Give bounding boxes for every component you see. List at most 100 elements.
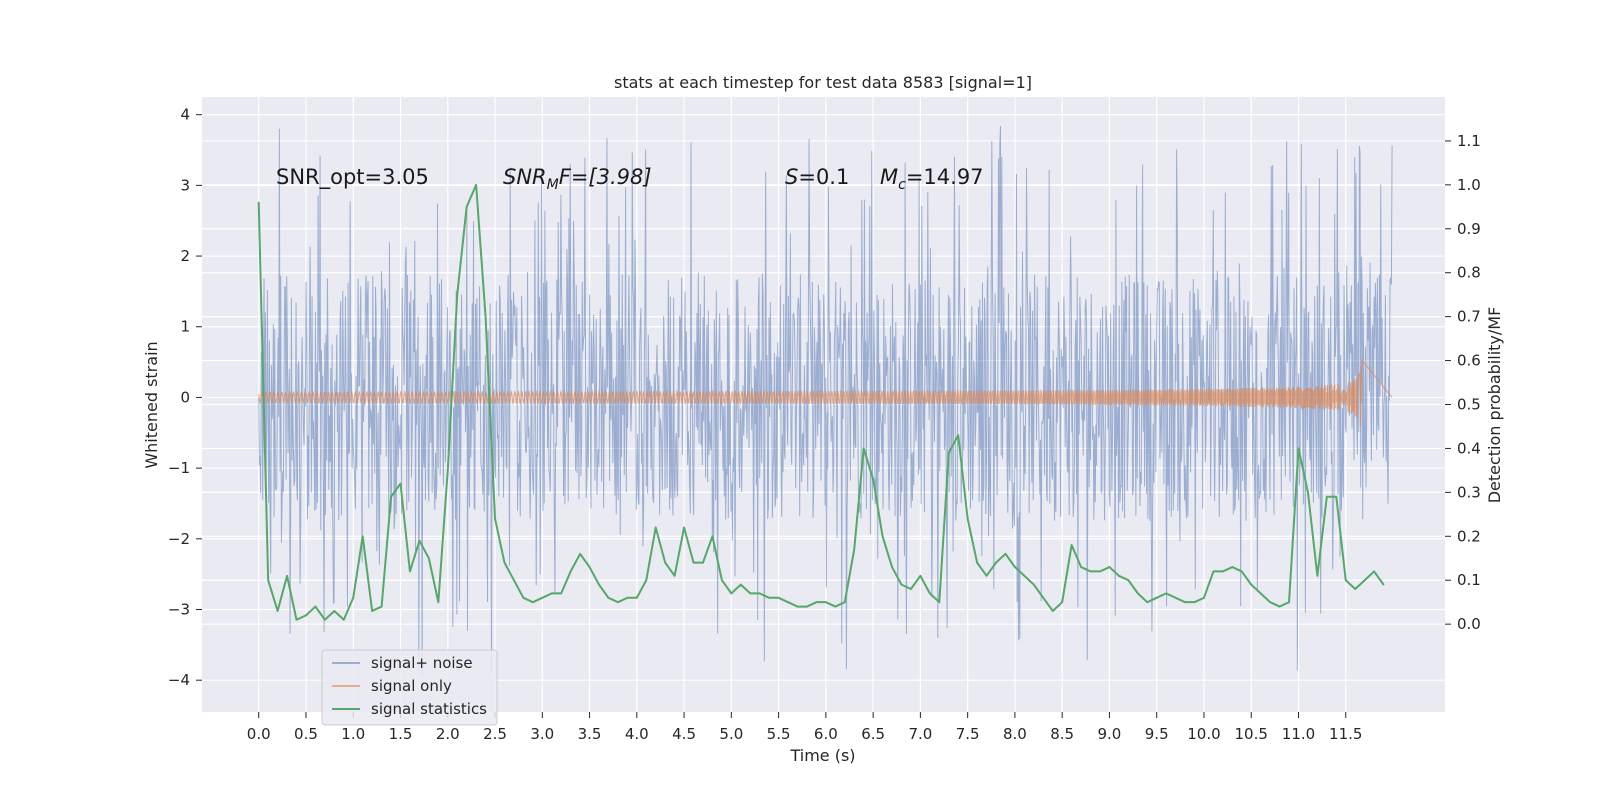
stats-point (1042, 596, 1045, 599)
stats-point (683, 526, 685, 529)
stats-point (475, 184, 477, 186)
stats-point (711, 535, 714, 538)
x-tick-label: 10.0 (1187, 725, 1220, 743)
y-tick-label: 1 (180, 318, 190, 336)
stats-point (352, 596, 355, 599)
stats-point (324, 618, 326, 621)
stats-point (919, 575, 922, 577)
x-tick-label: 3.0 (530, 725, 554, 743)
stats-point (617, 601, 619, 603)
stats-point (1174, 596, 1177, 599)
stats-point (900, 583, 903, 586)
stats-point (1373, 570, 1375, 573)
stats-point (1165, 592, 1167, 595)
stats-point (929, 592, 931, 595)
y-tick-layer: −4 −3 −2 −1 0 1 2 3 4 (168, 106, 202, 689)
x-tick-label: 11.5 (1329, 725, 1362, 743)
y2-tick-label: 1.1 (1457, 132, 1481, 150)
stats-point (456, 293, 459, 296)
stats-point (777, 596, 780, 599)
stats-point (881, 535, 884, 538)
stats-point (1033, 583, 1035, 586)
stats-point (796, 605, 799, 608)
stats-point (1089, 570, 1092, 573)
x-tick-label: 4.0 (625, 725, 649, 743)
stats-point (834, 605, 837, 608)
y2-tick-label: 0.7 (1457, 308, 1481, 326)
annotation-snr-mf: SNRMF=[3.98] (503, 165, 652, 193)
stats-point (749, 592, 752, 595)
stats-point (513, 579, 515, 582)
stats-point (257, 201, 260, 204)
stats-point (418, 539, 421, 542)
x-tick-label: 6.5 (861, 725, 885, 743)
stats-point (276, 610, 279, 612)
x-tick-label: 4.5 (672, 725, 696, 743)
stats-point (1250, 583, 1253, 586)
stats-point (588, 566, 591, 568)
stats-point (645, 579, 648, 582)
stats-point (1051, 610, 1054, 612)
stats-point (739, 583, 742, 586)
stats-point (1259, 592, 1262, 595)
stats-point (1118, 575, 1120, 577)
stats-point (446, 469, 449, 472)
legend-label-signal: signal only (371, 677, 452, 695)
stats-point (1108, 566, 1111, 568)
x-tick-label: 0.5 (294, 725, 318, 743)
y2-axis-label: Detection probability/MF (1485, 307, 1504, 504)
y2-tick-label: 0.2 (1457, 527, 1481, 545)
annotation-s: S=0.1 (785, 165, 849, 189)
stats-point (314, 605, 317, 608)
stats-point (380, 605, 383, 608)
annotation-mc-sym: M (880, 165, 898, 189)
stats-point (295, 618, 298, 621)
annotation-snr-mf-sub: M (547, 177, 559, 193)
stats-point (787, 601, 789, 603)
stats-point (371, 610, 373, 612)
x-tick-label: 2.5 (483, 725, 507, 743)
x-tick-label: 1.5 (389, 725, 413, 743)
stats-point (598, 583, 600, 586)
stats-point (541, 596, 544, 599)
stats-point (333, 610, 336, 612)
y-tick-label: 4 (180, 106, 190, 124)
stats-point (579, 553, 581, 555)
legend-label-stats: signal statistics (371, 700, 487, 718)
stats-point (947, 452, 950, 454)
stats-point (1382, 583, 1385, 586)
stats-point (815, 601, 818, 603)
stats-point (532, 601, 534, 603)
x-tick-layer: 0.0 0.5 1.0 1.5 2.0 2.5 3.0 3.5 4.0 4.5 5.0 5.5 6.0 6… (247, 712, 1362, 743)
x-tick-label: 8.5 (1050, 725, 1074, 743)
legend: signal+ noise signal only signal statist… (321, 649, 498, 726)
x-tick-label: 7.0 (908, 725, 932, 743)
stats-point (1326, 495, 1328, 498)
y-axis-label: Whitened strain (142, 341, 161, 468)
stats-point (976, 561, 978, 564)
x-tick-label: 6.0 (814, 725, 838, 743)
y-tick-label: −1 (168, 459, 190, 477)
signal-series-layer (258, 358, 1393, 427)
stats-point (730, 592, 733, 595)
stats-point (1231, 566, 1234, 568)
stats-point (636, 596, 638, 599)
stats-point (361, 535, 364, 538)
stats-point (692, 561, 695, 564)
stats-point (872, 478, 874, 480)
y2-tick-label: 0.4 (1457, 439, 1481, 457)
stats-point (758, 592, 761, 595)
chart-title: stats at each timestep for test data 858… (614, 73, 1032, 92)
stats-point (286, 575, 288, 577)
stats-point (1354, 588, 1356, 590)
y2-tick-label: 0.3 (1457, 483, 1481, 501)
stats-point (1146, 601, 1149, 603)
x-tick-label: 1.0 (341, 725, 365, 743)
stats-point (664, 561, 666, 564)
x-tick-label: 2.0 (436, 725, 460, 743)
signal-series-line (258, 358, 1393, 427)
x-tick-label: 10.5 (1235, 725, 1268, 743)
stats-point (1070, 544, 1073, 546)
stats-point (910, 588, 912, 590)
stats-point (1155, 596, 1158, 599)
